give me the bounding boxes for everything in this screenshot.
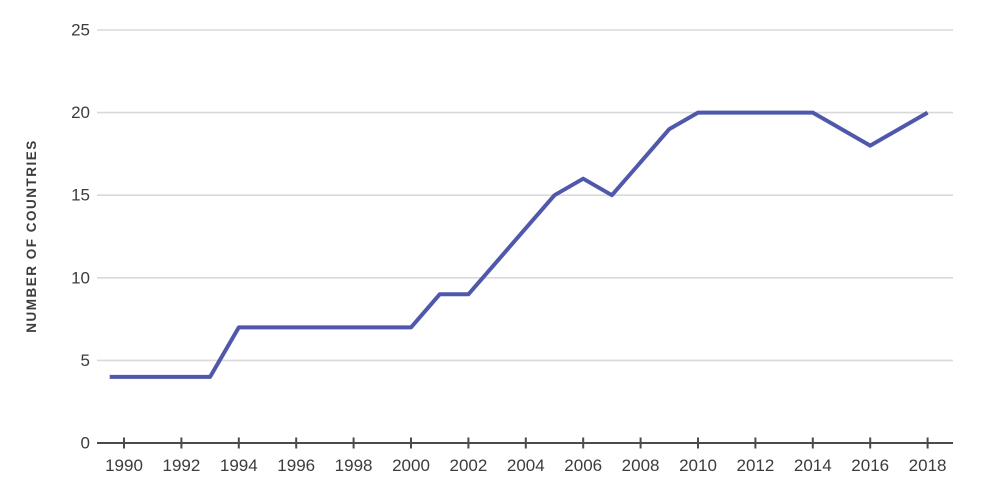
data-series-line <box>109 110 929 379</box>
x-tick-label-2004: 2004 <box>507 456 545 475</box>
x-tick-label-1998: 1998 <box>335 456 373 475</box>
x-tick-label-2012: 2012 <box>736 456 774 475</box>
x-tick-label-1994: 1994 <box>220 456 258 475</box>
y-tick-label-20: 20 <box>71 103 90 122</box>
x-axis-tick-labels: 1990 1992 1994 1996 1998 2000 2002 2004 2006 2008… <box>105 456 946 475</box>
gridlines <box>97 29 953 362</box>
x-tick-label-2008: 2008 <box>622 456 660 475</box>
y-tick-label-0: 0 <box>81 434 90 453</box>
x-axis <box>97 437 953 449</box>
x-tick-label-2014: 2014 <box>794 456 832 475</box>
x-tick-label-2010: 2010 <box>679 456 717 475</box>
y-tick-label-25: 25 <box>71 21 90 40</box>
x-tick-label-2002: 2002 <box>449 456 487 475</box>
x-tick-label-1996: 1996 <box>277 456 315 475</box>
y-tick-label-10: 10 <box>71 268 90 287</box>
y-axis-tick-labels: 0 5 10 15 20 25 <box>71 21 90 453</box>
x-tick-label-2018: 2018 <box>909 456 947 475</box>
y-tick-label-5: 5 <box>81 351 90 370</box>
y-tick-label-15: 15 <box>71 186 90 205</box>
x-tick-label-2000: 2000 <box>392 456 430 475</box>
x-tick-label-1990: 1990 <box>105 456 143 475</box>
x-tick-label-2016: 2016 <box>851 456 889 475</box>
x-tick-label-1992: 1992 <box>162 456 200 475</box>
y-axis-title: NUMBER OF COUNTRIES <box>24 139 39 333</box>
x-tick-label-2006: 2006 <box>564 456 602 475</box>
